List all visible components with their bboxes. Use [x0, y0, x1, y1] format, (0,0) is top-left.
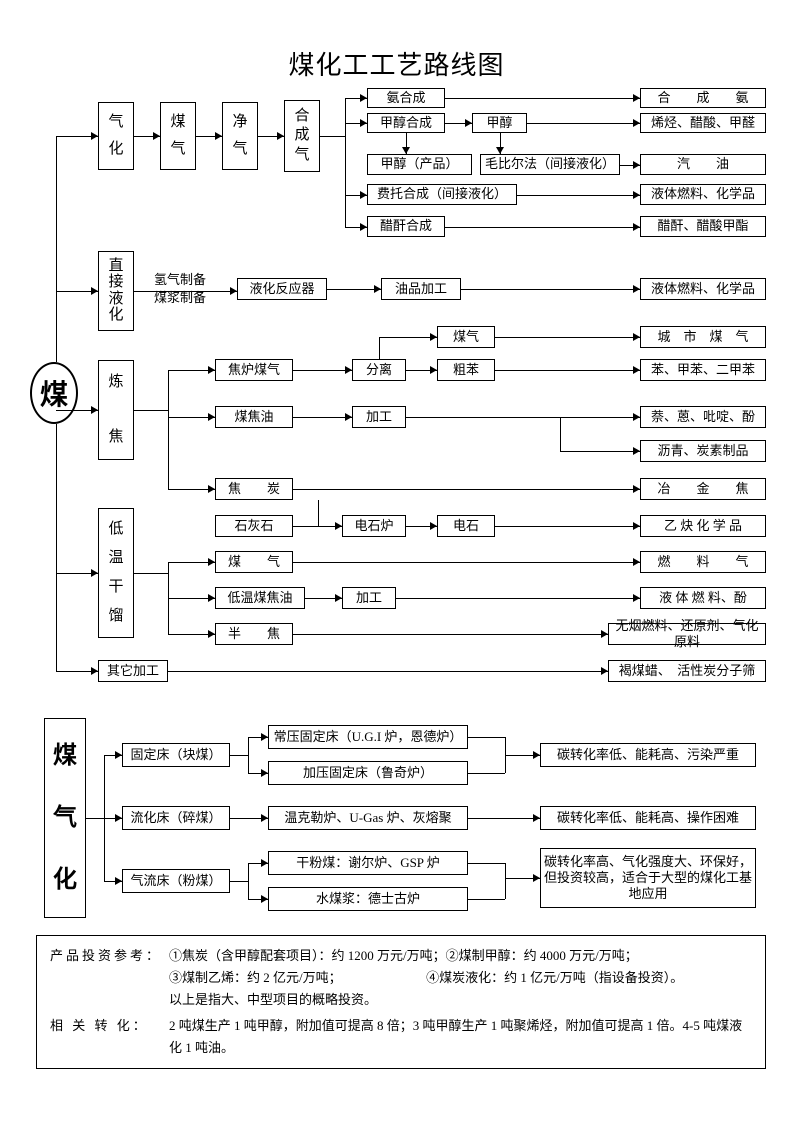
node-wkl: 温克勒炉、U-Gas 炉、灰熔聚: [268, 806, 468, 830]
node-meiqi3: 煤 气: [215, 551, 293, 573]
node-hemeilaOut: 褐煤蜡、 活性炭分子筛: [608, 660, 766, 682]
node-youping: 油品加工: [381, 278, 461, 300]
node-gfm: 干粉煤：谢尔炉、GSP 炉: [268, 851, 468, 875]
node-jiachunHecheng: 甲醇合成: [367, 113, 445, 133]
node-lianjiao: 炼 焦: [98, 360, 134, 460]
node-qita: 其它加工: [98, 660, 168, 682]
node-ytranliaofen: 液 体 燃 料、酚: [640, 587, 766, 609]
node-jiagong2: 加工: [342, 587, 396, 609]
node-l_meijiang: 煤浆制备: [154, 287, 206, 306]
node-eval3: 碳转化率高、气化强度大、环保好，但投资较高，适合于大型的煤化工基地应用: [540, 848, 756, 908]
node-meiqihua: 煤气化: [44, 718, 86, 918]
node-qiyou: 汽 油: [640, 154, 766, 175]
node-xiting: 烯烃、醋酸、甲醛: [640, 113, 766, 133]
node-gdc: 固定床（块煤）: [122, 743, 230, 767]
node-hechengqi: 合成气: [284, 100, 320, 172]
node-jingqi: 净气: [222, 102, 258, 170]
node-feituo: 费托合成（间接液化）: [367, 184, 517, 205]
node-wuyanOut: 无烟燃料、还原剂、气化原料: [608, 623, 766, 645]
node-benOut: 苯、甲苯、二甲苯: [640, 359, 766, 381]
node-naiOut: 萘、蒽、吡啶、酚: [640, 406, 766, 428]
node-meiqi1: 煤气: [160, 102, 196, 170]
node-eval1: 碳转化率低、能耗高、污染严重: [540, 743, 756, 767]
node-meijiaoyou: 煤焦油: [215, 406, 293, 428]
node-yejinjiao: 冶 金 焦: [640, 478, 766, 500]
node-l_qingqi: 氢气制备: [154, 269, 206, 288]
node-cusuanOut: 醋酐、醋酸甲酯: [640, 216, 766, 237]
node-yiqueOut: 乙 炔 化 学 品: [640, 515, 766, 537]
diagram-canvas: 煤化工工艺路线图 煤气化煤气净气合成气氨合成甲醇合成甲醇甲醇（产品）毛比尔法（间…: [0, 0, 793, 1122]
node-meiqi2: 煤气: [437, 326, 495, 348]
node-smj: 水煤浆：德士古炉: [268, 887, 468, 911]
footer-notes: 产品投资参考：①焦炭（含甲醇配套项目）：约 1200 万元/万吨；②煤制甲醇：约…: [36, 935, 766, 1069]
node-coal: 煤: [30, 362, 78, 424]
node-zhijie: 直接液化: [98, 251, 134, 331]
node-ytranliao1: 液体燃料、化学品: [640, 184, 766, 205]
node-diwenyou: 低温煤焦油: [215, 587, 305, 609]
node-ytranliao2: 液体燃料、化学品: [640, 278, 766, 300]
node-jygdc: 加压固定床（鲁奇炉）: [268, 761, 468, 785]
node-jiagong1: 加工: [352, 406, 406, 428]
node-jiachun: 甲醇: [472, 113, 527, 133]
node-diwen: 低温干馏: [98, 508, 134, 638]
node-qlc: 气流床（粉煤）: [122, 869, 230, 893]
node-shihuishi: 石灰石: [215, 515, 293, 537]
node-cusuan: 醋酐合成: [367, 216, 445, 237]
node-qihua: 气化: [98, 102, 134, 170]
node-ranliaoqi: 燃 料 气: [640, 551, 766, 573]
node-jiachunProd: 甲醇（产品）: [367, 154, 472, 175]
node-hechengAn: 合 成 氨: [640, 88, 766, 108]
node-maobier: 毛比尔法（间接液化）: [480, 154, 620, 175]
node-jiaotan: 焦 炭: [215, 478, 293, 500]
node-anHecheng: 氨合成: [367, 88, 445, 108]
node-lhc: 流化床（碎煤）: [122, 806, 230, 830]
node-dianshi: 电石: [437, 515, 495, 537]
node-eval2: 碳转化率低、能耗高、操作困难: [540, 806, 756, 830]
page-title: 煤化工工艺路线图: [0, 45, 793, 82]
node-dianshilu: 电石炉: [342, 515, 406, 537]
node-chengshimeiqi: 城 市 煤 气: [640, 326, 766, 348]
node-fenli: 分离: [352, 359, 406, 381]
node-jiaolumeiqi: 焦炉煤气: [215, 359, 293, 381]
node-banjiao: 半 焦: [215, 623, 293, 645]
node-cygdc: 常压固定床（U.G.I 炉，恩德炉）: [268, 725, 468, 749]
node-cuben: 粗苯: [437, 359, 495, 381]
node-liqingOut: 沥青、炭素制品: [640, 440, 766, 462]
node-yefanying: 液化反应器: [237, 278, 327, 300]
